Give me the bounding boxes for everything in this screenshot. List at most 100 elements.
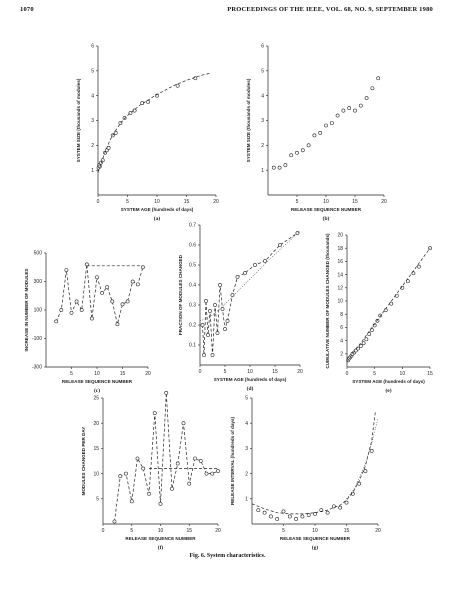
- y-tick-label: 1: [261, 168, 264, 174]
- chart-panel-f: 0 5 10 15 20 5 10 15 20 25 RELEASE SEQUENCE NUMBER…: [81, 391, 221, 551]
- figure-caption: Fig. 6. System characteristics.: [189, 553, 266, 559]
- y-tick-label: 100: [34, 308, 43, 314]
- data-point: [210, 353, 215, 357]
- y-tick-label: 20: [337, 233, 343, 239]
- data-point: [353, 108, 357, 113]
- x-tick-label: 10: [158, 528, 164, 534]
- data-point: [208, 309, 212, 313]
- data-point: [225, 319, 230, 323]
- x-tick-label: 10: [323, 199, 329, 205]
- data-point: [125, 299, 130, 304]
- y-tick-label: 15: [93, 446, 99, 452]
- y-axis-label: MODULES CHANGED PER DAY: [81, 427, 86, 496]
- series-line: [199, 230, 301, 322]
- y-tick-label: 0.7: [189, 223, 196, 229]
- y-tick-label: 10: [337, 299, 343, 305]
- y-tick-label: 5: [96, 497, 99, 503]
- data-point: [364, 337, 369, 342]
- data-point: [370, 86, 375, 91]
- series-line: [251, 410, 376, 515]
- y-tick-label: 0.2: [189, 323, 196, 329]
- y-tick-label: 10: [93, 471, 99, 477]
- data-point: [120, 302, 125, 307]
- x-tick-label: 5: [130, 528, 133, 534]
- y-tick-label: 2: [91, 143, 94, 149]
- data-point: [364, 96, 369, 101]
- y-tick-label: 4: [91, 93, 94, 99]
- x-axis-label: RELEASE SEQUENCE NUMBER: [62, 379, 133, 384]
- y-tick-label: 16: [337, 259, 343, 265]
- data-point: [318, 131, 323, 135]
- data-point: [271, 165, 276, 170]
- data-point: [344, 500, 349, 505]
- y-tick-label: 3: [91, 118, 94, 124]
- data-point: [59, 308, 64, 312]
- data-point: [300, 148, 305, 153]
- panel-label: (d): [247, 385, 254, 392]
- x-tick-label: 20: [375, 528, 381, 534]
- x-tick-label: 0: [102, 528, 105, 534]
- panel-label: (a): [154, 215, 161, 222]
- x-tick-label: 5: [296, 199, 299, 205]
- data-point: [341, 108, 346, 113]
- data-point: [210, 471, 215, 476]
- y-tick-label: 25: [93, 396, 99, 402]
- data-point: [79, 308, 84, 312]
- panel-label: (c): [94, 387, 100, 394]
- panel-label: (g): [312, 544, 319, 551]
- y-tick-label: 4: [340, 338, 343, 344]
- x-tick-label: 10: [312, 528, 318, 534]
- x-tick-label: 10: [154, 199, 160, 205]
- data-point: [135, 456, 140, 461]
- y-tick-label: 2: [340, 352, 343, 358]
- y-tick-label: 6: [340, 325, 343, 331]
- x-tick-label: 0: [199, 369, 202, 375]
- data-point: [405, 279, 410, 284]
- y-tick-label: 4: [245, 421, 248, 427]
- data-point: [324, 123, 328, 128]
- x-axis-label: SYSTEM AGE (hundreds of days): [121, 207, 194, 212]
- data-point: [313, 512, 317, 516]
- data-point: [363, 469, 368, 473]
- y-tick-label: 0.4: [189, 283, 196, 289]
- x-tick-label: 15: [272, 369, 278, 375]
- series-line: [346, 418, 379, 499]
- y-tick-label: -100: [32, 336, 42, 342]
- series-line: [55, 264, 144, 325]
- data-point: [216, 469, 220, 473]
- x-tick-label: 10: [400, 371, 406, 377]
- data-point: [277, 165, 282, 170]
- x-tick-label: 0: [346, 371, 349, 377]
- y-axis-label: RELEASE INTERVAL (hundreds of days): [230, 417, 235, 506]
- data-point: [113, 131, 118, 135]
- data-point: [135, 282, 140, 287]
- y-tick-label: 14: [337, 272, 343, 278]
- y-tick-label: 1: [91, 168, 94, 174]
- x-tick-label: 15: [427, 371, 433, 377]
- data-point: [235, 275, 240, 279]
- data-point: [206, 333, 210, 337]
- data-point: [122, 116, 127, 120]
- y-tick-label: 2: [245, 471, 248, 477]
- data-point: [90, 316, 94, 321]
- data-point: [100, 290, 105, 295]
- y-tick-label: 500: [34, 251, 43, 257]
- x-tick-label: 0: [97, 199, 100, 205]
- data-point: [223, 327, 227, 331]
- data-point: [147, 491, 151, 496]
- data-point: [306, 513, 311, 518]
- data-point: [312, 133, 317, 138]
- data-point: [74, 299, 79, 304]
- x-tick-label: 5: [70, 371, 73, 377]
- panel-label: (e): [385, 387, 391, 394]
- x-tick-label: 20: [213, 199, 219, 205]
- data-point: [204, 471, 209, 476]
- x-tick-label: 15: [120, 371, 126, 377]
- data-point: [54, 319, 59, 324]
- chart-panel-b: 5 10 15 20 1 2 3 4 5 6 RELEASE SEQUENCE NUMBER SYST…: [246, 44, 387, 222]
- y-tick-label: 18: [337, 246, 343, 252]
- x-tick-label: 5: [224, 369, 227, 375]
- series-line: [202, 232, 298, 356]
- data-point: [175, 461, 180, 466]
- x-tick-label: 15: [186, 528, 192, 534]
